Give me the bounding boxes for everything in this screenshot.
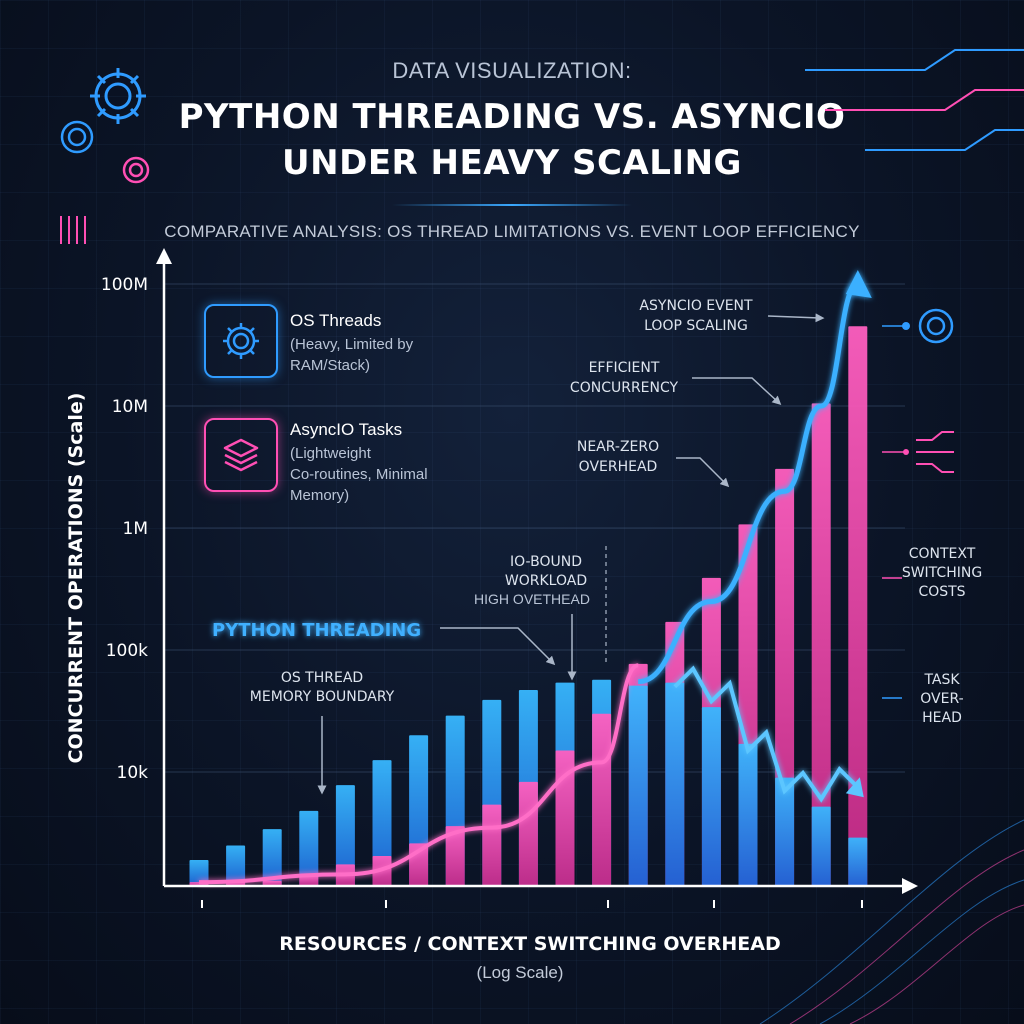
- annotation-near-zero: NEAR-ZERO OVERHEAD: [577, 439, 659, 475]
- gear-icon: [122, 156, 150, 184]
- bar-asyncio-tasks: [518, 781, 538, 886]
- bar-asyncio-tasks: [445, 826, 465, 886]
- title-line-1: PYTHON THREADING VS. ASYNCIO: [178, 97, 846, 137]
- overhead-arrowhead: [845, 777, 864, 798]
- y-tick-labels: 10k 100k 1M 10M 100M: [101, 275, 148, 783]
- layers-icon: [223, 438, 259, 472]
- legend-threads-desc-1: (Heavy, Limited by: [290, 336, 414, 353]
- svg-text:CONTEXT: CONTEXT: [909, 546, 976, 562]
- annotation-task-overhead: TASK OVER- HEAD: [920, 672, 963, 726]
- bar-os-threads: [262, 829, 282, 886]
- legend-asyncio-desc-1: (Lightweight: [290, 445, 371, 462]
- annotation-os-memory: OS THREAD MEMORY BOUNDARY: [250, 670, 395, 705]
- svg-text:OVERHEAD: OVERHEAD: [579, 459, 658, 475]
- annotation-asyncio-scaling: ASYNCIO EVENT LOOP SCALING: [639, 298, 753, 334]
- overhead-zigzag-arrow: [673, 665, 860, 803]
- svg-text:NEAR-ZERO: NEAR-ZERO: [577, 439, 659, 455]
- gear-icon: [60, 120, 94, 154]
- annotation-context-switching: CONTEXT SWITCHING COSTS: [902, 546, 982, 600]
- bar-os-threads: [628, 685, 648, 886]
- x-axis-label-note: (Log Scale): [477, 963, 564, 982]
- svg-text:HIGH OVETHEAD: HIGH OVETHEAD: [474, 591, 590, 607]
- bar-os-threads: [189, 859, 209, 886]
- y-tick-label: 100M: [101, 275, 148, 295]
- svg-text:OVER-: OVER-: [920, 691, 963, 707]
- legend-asyncio-desc-3: Memory): [290, 487, 350, 504]
- gear-icon: [90, 68, 146, 124]
- svg-text:HEAD: HEAD: [922, 710, 962, 726]
- legend-threads-box: [204, 304, 278, 378]
- y-tick-label: 1M: [123, 519, 148, 539]
- svg-text:TASK: TASK: [923, 672, 960, 688]
- bar-os-threads: [811, 806, 831, 886]
- legend-asyncio-desc-2: Co-routines, Minimal: [290, 466, 428, 483]
- title-divider: [392, 204, 632, 206]
- svg-text:WORKLOAD: WORKLOAD: [505, 573, 587, 589]
- right-connectors: [882, 322, 910, 699]
- gear-icon: [918, 308, 954, 344]
- curves: [198, 270, 872, 885]
- annotation-arrow: [767, 313, 825, 323]
- legend-threads-desc-2: RAM/Stack): [290, 357, 371, 374]
- asyncio-curve: [637, 281, 859, 685]
- title-line-2: UNDER HEAVY SCALING: [282, 143, 742, 183]
- chart-subtitle: COMPARATIVE ANALYSIS: OS THREAD LIMITATI…: [164, 222, 860, 241]
- bar-asyncio-tasks: [848, 326, 868, 886]
- y-axis-arrow: [156, 248, 172, 264]
- y-axis-label: CONCURRENT OPERATIONS (Scale): [65, 393, 87, 764]
- bars: [189, 326, 868, 886]
- y-tick-label: 10M: [112, 397, 148, 417]
- bar-asyncio-tasks: [555, 750, 575, 886]
- bar-os-threads: [738, 743, 758, 886]
- x-axis-ticks: [201, 900, 863, 908]
- kicker: DATA VISUALIZATION:: [392, 58, 632, 83]
- annotation-io-bound: IO-BOUND WORKLOAD HIGH OVETHEAD: [474, 554, 590, 607]
- bar-os-threads: [335, 785, 355, 886]
- sliders-icon: [60, 216, 86, 244]
- gear-icon: [223, 323, 259, 359]
- bar-os-threads: [665, 682, 685, 886]
- bar-os-threads: [775, 777, 795, 886]
- svg-text:OS THREAD: OS THREAD: [281, 670, 363, 686]
- annotation-efficient: EFFICIENT CONCURRENCY: [570, 360, 679, 396]
- legend-asyncio-box: [204, 418, 278, 492]
- bar-asyncio-tasks: [811, 403, 831, 886]
- bar-os-threads: [299, 810, 319, 886]
- legend-threads: OS Threads (Heavy, Limited by RAM/Stack): [290, 310, 490, 376]
- bar-asyncio-tasks: [592, 713, 612, 886]
- svg-text:SWITCHING: SWITCHING: [902, 565, 982, 581]
- svg-text:CONCURRENCY: CONCURRENCY: [570, 380, 679, 396]
- bar-os-threads: [848, 837, 868, 886]
- legend-threads-name: OS Threads: [290, 311, 382, 330]
- bar-os-threads: [701, 707, 721, 886]
- x-axis-label: RESOURCES / CONTEXT SWITCHING OVERHEAD: [279, 933, 780, 955]
- y-tick-label: 100k: [106, 641, 148, 661]
- bar-asyncio-tasks: [482, 804, 502, 886]
- svg-text:COSTS: COSTS: [918, 584, 965, 600]
- legend-asyncio-name: AsyncIO Tasks: [290, 420, 403, 439]
- y-tick-label: 10k: [117, 763, 149, 783]
- annotation-arrow: [676, 457, 730, 488]
- svg-text:ASYNCIO EVENT: ASYNCIO EVENT: [639, 298, 753, 314]
- svg-text:EFFICIENT: EFFICIENT: [589, 360, 660, 376]
- bar-asyncio-tasks: [262, 880, 282, 886]
- circuit-lines-icon: [805, 49, 1024, 151]
- annotation-arrow: [692, 377, 782, 406]
- legend-asyncio: AsyncIO Tasks (Lightweight Co-routines, …: [290, 419, 490, 506]
- bar-os-threads: [226, 845, 246, 886]
- chart-title: PYTHON THREADING VS. ASYNCIO UNDER HEAVY…: [0, 94, 1024, 186]
- asyncio-curve-arrowhead: [845, 270, 872, 298]
- svg-text:LOOP SCALING: LOOP SCALING: [644, 318, 748, 334]
- threading-curve: [198, 663, 639, 885]
- annotation-arrow: [440, 627, 556, 666]
- circuit-icon: [916, 431, 954, 473]
- svg-text:IO-BOUND: IO-BOUND: [510, 554, 582, 570]
- bar-os-threads: [372, 760, 392, 886]
- header: DATA VISUALIZATION: PYTHON THREADING VS.…: [0, 58, 1024, 242]
- annotation-python-threading: PYTHON THREADING: [212, 620, 421, 641]
- wave-decoration: [759, 819, 1024, 1024]
- x-axis-arrow: [902, 878, 918, 894]
- svg-text:MEMORY BOUNDARY: MEMORY BOUNDARY: [250, 689, 395, 705]
